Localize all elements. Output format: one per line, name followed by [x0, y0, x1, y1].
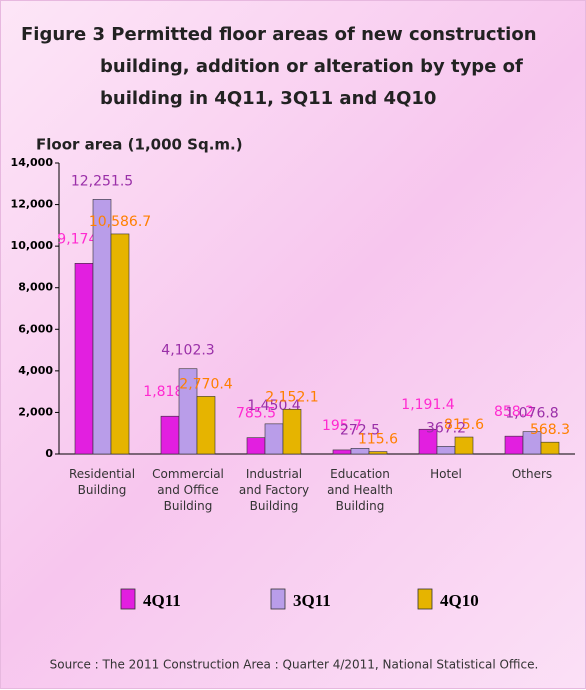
legend-swatch: [417, 588, 433, 610]
y-tick-label: 14,000: [11, 156, 54, 169]
value-label: 858.2: [494, 404, 534, 420]
value-label: 367.2: [426, 420, 466, 436]
value-label: 1,191.4: [401, 397, 455, 413]
value-label: 2,152.1: [265, 389, 318, 405]
y-tick-label: 10,000: [11, 239, 54, 252]
bar: [454, 436, 474, 455]
value-label: 568.3: [530, 422, 570, 438]
x-tick-label: Residential Building: [69, 467, 135, 497]
bar: [418, 428, 438, 455]
value-label: 815.6: [444, 417, 484, 433]
bar: [540, 441, 560, 455]
legend-swatch: [120, 588, 136, 610]
bar: [282, 408, 302, 455]
source: Source : The 2011 Construction Area : Qu…: [50, 658, 539, 672]
y-axis-label: Floor area (1,000 Sq.m.): [36, 136, 243, 154]
bar: [110, 233, 130, 455]
y-tick-label: 0: [45, 447, 53, 460]
legend-label: 4Q10: [440, 591, 479, 610]
value-label: 272.5: [340, 422, 380, 438]
x-tick-label: Commercial and Office Building: [152, 467, 224, 513]
value-label: 2,770.4: [179, 376, 233, 392]
y-tick-label: 12,000: [11, 198, 54, 211]
bar: [246, 437, 266, 455]
bar: [74, 263, 94, 455]
y-tick-label: 2,000: [18, 405, 53, 418]
value-label: 12,251.5: [71, 173, 133, 189]
legend-swatch: [270, 588, 286, 610]
bar: [332, 449, 352, 455]
value-label: 785.5: [236, 406, 276, 422]
legend-label: 3Q11: [293, 591, 331, 610]
y-tick-label: 8,000: [18, 281, 53, 294]
bar: [368, 451, 388, 455]
bar: [92, 199, 112, 455]
value-label: 10,586.7: [89, 214, 151, 230]
value-label: 195.7: [322, 418, 362, 434]
x-tick-label: Education and Health Building: [327, 467, 393, 513]
value-label: 4,102.3: [161, 343, 214, 359]
bar: [436, 446, 456, 455]
bar: [196, 396, 216, 455]
chart-title: Figure 3 Permitted floor areas of new co…: [21, 24, 537, 109]
legend-label: 4Q11: [143, 591, 181, 610]
y-tick-label: 4,000: [18, 364, 53, 377]
x-tick-label: Others: [512, 467, 552, 481]
value-label: 115.6: [358, 432, 398, 448]
bar: [264, 423, 284, 455]
y-tick-label: 6,000: [18, 322, 53, 335]
bar: [160, 415, 180, 455]
value-label: 1,076.8: [505, 406, 558, 422]
x-tick-label: Hotel: [430, 467, 462, 481]
x-tick-label: Industrial and Factory Building: [239, 467, 309, 513]
bar: [504, 435, 524, 455]
bar: [350, 448, 370, 455]
